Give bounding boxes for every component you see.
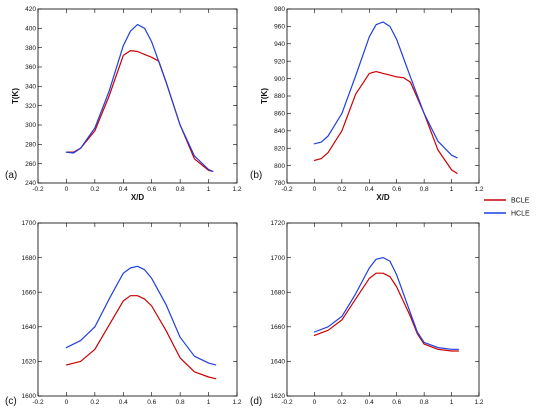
x-tick-label: 0 <box>65 399 69 406</box>
x-tick-label: 1 <box>450 186 454 193</box>
x-tick-label: 0.4 <box>119 186 128 193</box>
y-tick-label: 1620 <box>271 393 286 400</box>
y-tick-label: 940 <box>274 41 285 48</box>
panel-label: (a) <box>5 170 17 181</box>
y-tick-label: 380 <box>25 45 36 52</box>
x-tick-label: 1.2 <box>232 186 241 193</box>
series-line-bcle <box>65 49 214 172</box>
y-tick-label: 1720 <box>271 220 286 227</box>
y-tick-label: 400 <box>25 26 36 33</box>
x-axis-label: X/D <box>131 193 145 202</box>
y-tick-label: 360 <box>25 64 36 71</box>
y-tick-label: 260 <box>25 161 36 168</box>
x-tick-label: 0.8 <box>176 186 185 193</box>
plot-frame <box>286 222 480 397</box>
x-tick-label: 0 <box>313 186 317 193</box>
x-axis-label: X/D <box>376 193 390 202</box>
panel-label: (c) <box>5 396 17 407</box>
x-tick-label: 0.8 <box>176 399 185 406</box>
x-tick-label: 0.4 <box>365 186 374 193</box>
y-tick-label: 240 <box>25 180 36 187</box>
y-tick-label: 960 <box>274 24 285 31</box>
x-tick-label: 0.2 <box>337 186 346 193</box>
legend-label-hcle: HCLE <box>511 211 530 218</box>
x-tick-label: 1.2 <box>474 186 483 193</box>
plot-frame <box>37 222 238 397</box>
y-axis-label: T(K) <box>260 88 269 104</box>
x-tick-label: 0.6 <box>392 399 401 406</box>
y-tick-label: 320 <box>25 103 36 110</box>
y-tick-label: 1660 <box>271 324 286 331</box>
chart-panel-3: -0.2 0 0.2 0.4 0.6 0.8 1 1.2 1620 1640 1660 1680 170… <box>250 220 484 407</box>
x-tick-label: 0 <box>313 399 317 406</box>
plot-frame <box>37 8 238 184</box>
y-tick-label: 1660 <box>22 289 37 296</box>
y-tick-label: 1680 <box>22 255 37 262</box>
chart-panel-1: -0.2 0 0.2 0.4 0.6 0.8 1 1.2 780 800 820 840 860 880 9… <box>250 6 484 202</box>
y-tick-label: 340 <box>25 84 36 91</box>
series-line-hcle <box>313 257 459 350</box>
legend-label-bcle: BCLE <box>511 198 530 205</box>
y-tick-label: 780 <box>274 180 285 187</box>
y-tick-label: 900 <box>274 76 285 83</box>
y-tick-label: 920 <box>274 58 285 65</box>
x-tick-label: 0.6 <box>392 186 401 193</box>
panel-label: (b) <box>250 170 262 181</box>
y-tick-label: 820 <box>274 145 285 152</box>
y-tick-label: 980 <box>274 6 285 13</box>
y-tick-label: 1640 <box>22 324 37 331</box>
series-line-bcle <box>313 70 458 174</box>
y-tick-label: 420 <box>25 6 36 13</box>
x-tick-label: 1 <box>450 399 454 406</box>
x-tick-label: 0.2 <box>337 399 346 406</box>
x-tick-label: 0.6 <box>147 186 156 193</box>
panel-label: (d) <box>250 396 262 407</box>
x-tick-label: 0.8 <box>420 399 429 406</box>
y-tick-label: 860 <box>274 111 285 118</box>
x-tick-label: 1 <box>207 186 211 193</box>
series-line-hcle <box>65 265 217 366</box>
x-tick-label: 0 <box>65 186 69 193</box>
x-tick-label: 0.2 <box>90 399 99 406</box>
y-tick-label: 1620 <box>22 359 37 366</box>
y-tick-label: 800 <box>274 163 285 170</box>
x-tick-label: 0.4 <box>119 399 128 406</box>
x-tick-label: -0.2 <box>281 186 293 193</box>
x-tick-label: -0.2 <box>32 186 44 193</box>
y-tick-label: 1700 <box>22 220 37 227</box>
y-tick-label: 280 <box>25 142 36 149</box>
x-tick-label: 0.6 <box>147 399 156 406</box>
x-tick-label: 1.2 <box>232 399 241 406</box>
series-line-bcle <box>65 295 217 380</box>
y-tick-label: 1640 <box>271 359 286 366</box>
chart-panel-2: -0.2 0 0.2 0.4 0.6 0.8 1 1.2 1600 1620 1640 1660 168… <box>5 220 242 407</box>
y-tick-label: 300 <box>25 122 36 129</box>
series-line-hcle <box>313 21 458 159</box>
y-tick-label: 1680 <box>271 289 286 296</box>
x-tick-label: 1.2 <box>474 399 483 406</box>
y-tick-label: 1600 <box>22 393 37 400</box>
y-axis-label: T(K) <box>11 88 20 104</box>
x-tick-label: 0.2 <box>90 186 99 193</box>
x-tick-label: 1 <box>207 399 211 406</box>
series-line-bcle <box>313 272 459 352</box>
legend: BCLE HCLE <box>484 198 530 218</box>
x-tick-label: 0.4 <box>365 399 374 406</box>
plot-frame <box>286 8 480 184</box>
x-tick-label: -0.2 <box>32 399 44 406</box>
y-tick-label: 1700 <box>271 255 286 262</box>
y-tick-label: 840 <box>274 128 285 135</box>
x-tick-label: 0.8 <box>420 186 429 193</box>
x-tick-label: -0.2 <box>281 399 293 406</box>
y-tick-label: 880 <box>274 93 285 100</box>
series-line-hcle <box>65 23 214 172</box>
chart-panel-0: -0.2 0 0.2 0.4 0.6 0.8 1 1.2 240 260 280 300 320 340 3… <box>5 6 242 202</box>
